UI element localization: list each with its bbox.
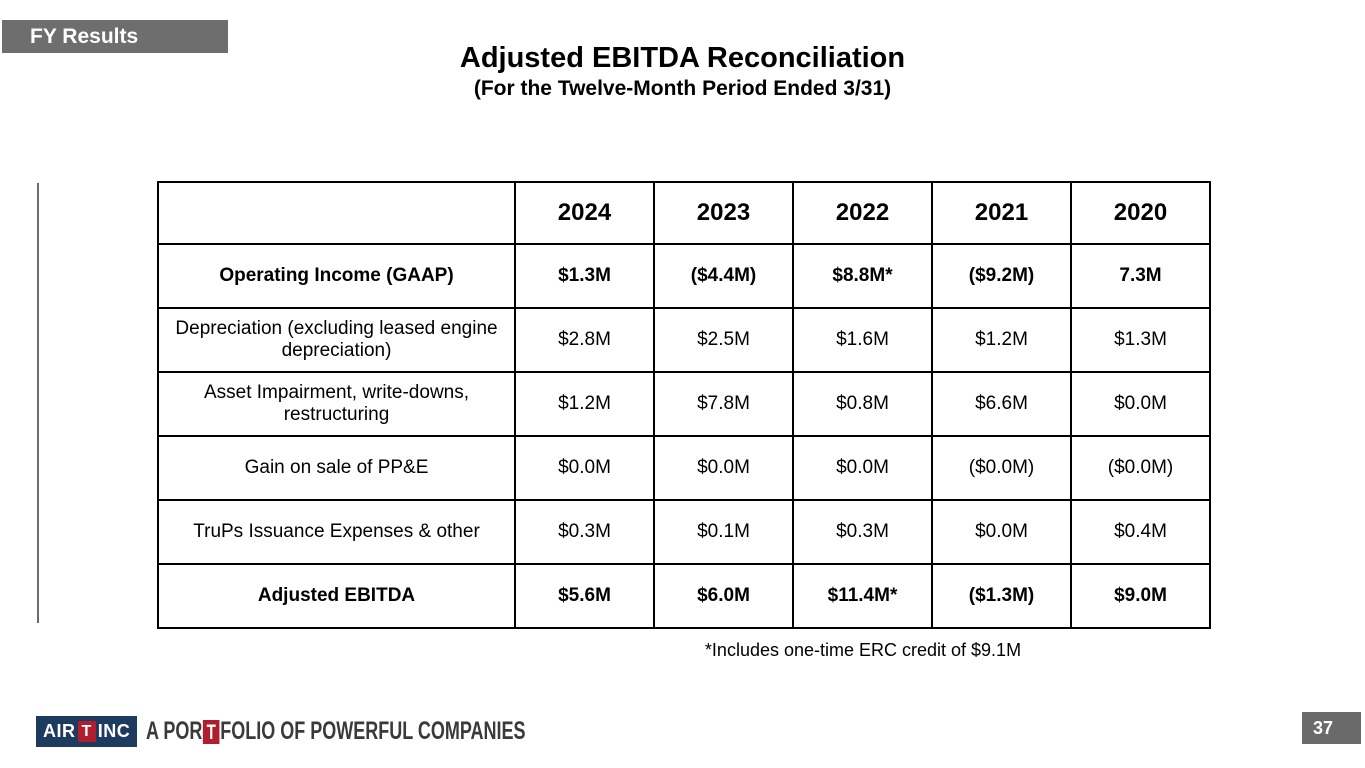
row-label: Gain on sale of PP&E	[157, 435, 516, 501]
table-row-asset-impairment: Asset Impairment, write-downs, restructu…	[157, 371, 1211, 437]
cell-value: $8.8M*	[792, 243, 933, 309]
cell-value: ($0.0M)	[931, 435, 1072, 501]
table-row-operating-income: Operating Income (GAAP) $1.3M ($4.4M) $8…	[157, 243, 1211, 309]
tagline-pre: A POR	[146, 717, 203, 745]
cell-value: 7.3M	[1070, 243, 1211, 309]
cell-value: $6.0M	[653, 563, 794, 629]
footnote: *Includes one-time ERC credit of $9.1M	[704, 640, 1022, 660]
row-label: Adjusted EBITDA	[157, 563, 516, 629]
cell-value: $1.3M	[1070, 307, 1211, 373]
table-header-row: 2024 2023 2022 2021 2020	[157, 181, 1211, 245]
cell-value: ($0.0M)	[1070, 435, 1211, 501]
cell-value: $2.8M	[514, 307, 655, 373]
tagline-red-t: T	[203, 720, 220, 744]
logo-tagline: A POR T FOLIO OF POWERFUL COMPANIES	[146, 717, 673, 746]
cell-value: ($1.3M)	[931, 563, 1072, 629]
airt-inc-logo: AIR T INC	[36, 716, 138, 747]
header-year-2024: 2024	[514, 181, 655, 245]
cell-value: $1.2M	[514, 371, 655, 437]
cell-value: $0.3M	[792, 499, 933, 565]
table-row-trups-issuance: TruPs Issuance Expenses & other $0.3M $0…	[157, 499, 1211, 565]
cell-value: $0.0M	[931, 499, 1072, 565]
slide-title: Adjusted EBITDA Reconciliation	[459, 42, 906, 74]
left-accent-line	[37, 183, 39, 623]
header-empty-cell	[157, 181, 516, 245]
row-label: Operating Income (GAAP)	[157, 243, 516, 309]
logo-text-inc: INC	[97, 721, 131, 741]
header-year-2021: 2021	[931, 181, 1072, 245]
cell-value: $11.4M*	[792, 563, 933, 629]
row-label: Depreciation (excluding leased engine de…	[157, 307, 516, 373]
cell-value: ($4.4M)	[653, 243, 794, 309]
cell-value: $7.8M	[653, 371, 794, 437]
ebitda-reconciliation-table: 2024 2023 2022 2021 2020 Operating Incom…	[157, 181, 1211, 629]
cell-value: $5.6M	[514, 563, 655, 629]
table-row-depreciation: Depreciation (excluding leased engine de…	[157, 307, 1211, 373]
table-row-adjusted-ebitda: Adjusted EBITDA $5.6M $6.0M $11.4M* ($1.…	[157, 563, 1211, 629]
cell-value: $1.6M	[792, 307, 933, 373]
cell-value: $0.0M	[514, 435, 655, 501]
cell-value: $6.6M	[931, 371, 1072, 437]
header-year-2020: 2020	[1070, 181, 1211, 245]
cell-value: $0.1M	[653, 499, 794, 565]
header-year-2022: 2022	[792, 181, 933, 245]
cell-value: $1.3M	[514, 243, 655, 309]
cell-value: $0.0M	[653, 435, 794, 501]
logo-red-t: T	[77, 721, 96, 742]
cell-value: $2.5M	[653, 307, 794, 373]
cell-value: $0.4M	[1070, 499, 1211, 565]
cell-value: $0.0M	[792, 435, 933, 501]
page-number: 37	[1302, 712, 1361, 744]
tagline-post: FOLIO OF POWERFUL COMPANIES	[220, 717, 526, 745]
header-year-2023: 2023	[653, 181, 794, 245]
row-label: TruPs Issuance Expenses & other	[157, 499, 516, 565]
logo-text-air: AIR	[43, 721, 76, 741]
table-row-gain-on-sale: Gain on sale of PP&E $0.0M $0.0M $0.0M (…	[157, 435, 1211, 501]
cell-value: $0.3M	[514, 499, 655, 565]
cell-value: $0.8M	[792, 371, 933, 437]
cell-value: $1.2M	[931, 307, 1072, 373]
logo-tagline-text: A POR T FOLIO OF POWERFUL COMPANIES	[146, 717, 526, 746]
cell-value: $0.0M	[1070, 371, 1211, 437]
title-block: Adjusted EBITDA Reconciliation (For the …	[0, 42, 1365, 103]
cell-value: $9.0M	[1070, 563, 1211, 629]
slide-tag-badge: FY Results	[2, 20, 228, 53]
cell-value: ($9.2M)	[931, 243, 1072, 309]
footer: AIR T INC A POR T FOLIO OF POWERFUL COMPANIE…	[36, 716, 673, 747]
slide-subtitle: (For the Twelve-Month Period Ended 3/31)	[473, 77, 892, 101]
row-label: Asset Impairment, write-downs, restructu…	[157, 371, 516, 437]
